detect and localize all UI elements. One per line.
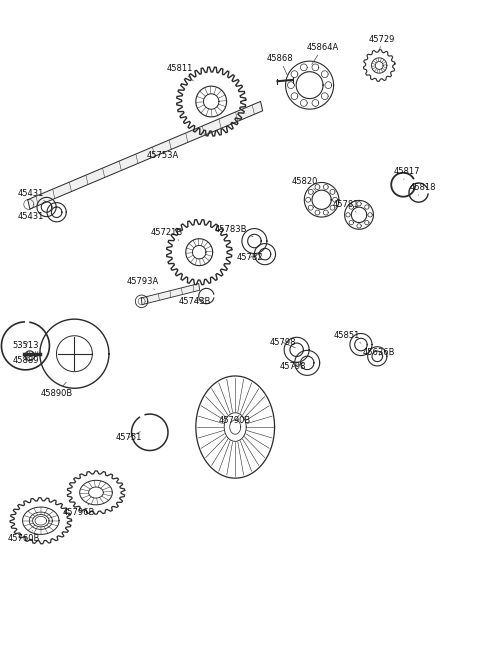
Text: 45729: 45729 [369,35,395,51]
Text: 45431: 45431 [18,189,47,202]
Polygon shape [141,284,200,305]
Text: 45782: 45782 [236,253,263,262]
Text: 45721B: 45721B [151,228,183,240]
Text: 45818: 45818 [410,183,437,195]
Text: 45743B: 45743B [178,297,211,306]
Text: 45753A: 45753A [147,148,180,160]
Text: 45890B: 45890B [40,383,73,398]
Text: 45798: 45798 [279,362,306,371]
Text: 45790B: 45790B [219,415,252,425]
Text: 45864A: 45864A [306,43,339,64]
Text: 45811: 45811 [167,64,193,81]
Text: 45889: 45889 [12,356,39,365]
Text: 45798: 45798 [270,338,297,348]
Text: 45636B: 45636B [363,348,396,357]
Text: 53513: 53513 [12,341,39,350]
Text: 45820: 45820 [292,177,318,191]
Text: 45817: 45817 [394,167,420,179]
Text: 45793A: 45793A [127,277,159,290]
Text: 45751: 45751 [116,432,142,442]
Text: 45868: 45868 [266,54,293,75]
Text: 45781: 45781 [332,200,359,212]
Polygon shape [28,102,263,209]
Text: 45783B: 45783B [215,225,253,236]
Text: 45851: 45851 [334,331,361,343]
Text: 45760B: 45760B [8,531,40,543]
Text: 45796B: 45796B [63,504,96,517]
Text: 45431: 45431 [18,212,48,221]
